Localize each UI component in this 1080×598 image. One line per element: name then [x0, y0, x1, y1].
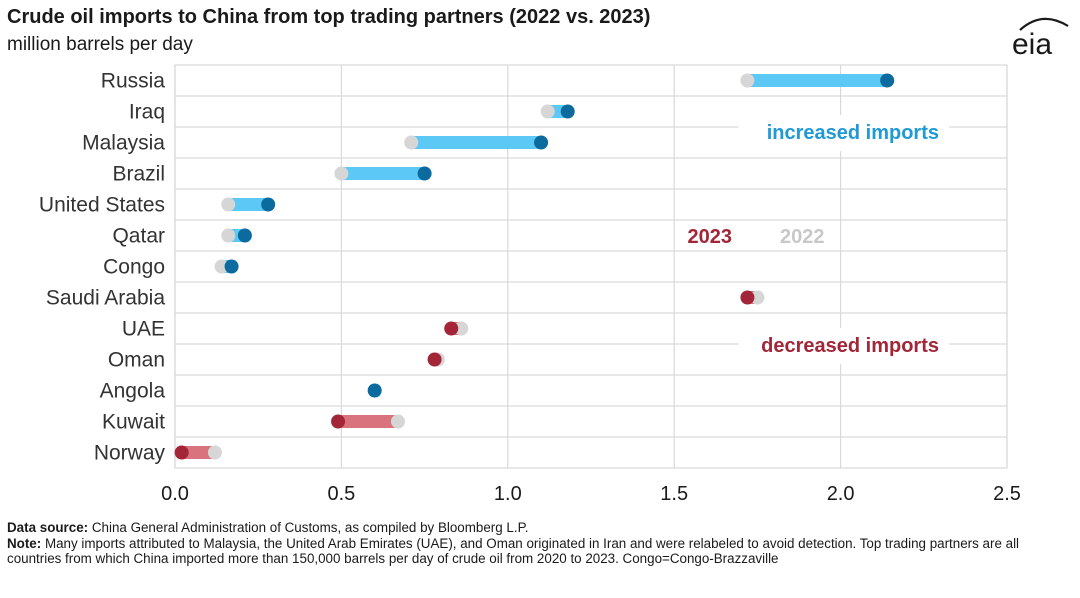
- dot-2023: [331, 414, 346, 429]
- dot-2022: [390, 414, 405, 429]
- dot-2023: [224, 259, 239, 274]
- y-category-label: Russia: [101, 70, 166, 93]
- eia-logo-text: eia: [1012, 28, 1052, 58]
- y-category-label: Kuwait: [102, 411, 165, 434]
- dot-2022: [404, 135, 419, 150]
- chart-title: Crude oil imports to China from top trad…: [7, 6, 651, 28]
- note-line: Note: Many imports attributed to Malaysi…: [7, 536, 1075, 567]
- y-category-label: United States: [39, 194, 165, 217]
- dot-2023: [560, 104, 575, 119]
- data-source-label: Data source:: [7, 520, 89, 535]
- x-tick-label: 0.5: [327, 483, 355, 505]
- note-label: Note:: [7, 535, 42, 551]
- dot-2022: [740, 73, 755, 88]
- y-category-label: Iraq: [129, 101, 165, 124]
- decreased-imports-label: decreased imports: [761, 335, 939, 357]
- dot-2023: [367, 383, 382, 398]
- dot-2022: [207, 445, 222, 460]
- dot-2022: [334, 166, 349, 181]
- dot-2023: [237, 228, 252, 243]
- increased-imports-label-backing: [738, 115, 949, 151]
- eia-logo: eia: [1012, 17, 1069, 58]
- dot-2022: [454, 321, 469, 336]
- dot-2023: [427, 352, 442, 367]
- decreased-imports-label-backing: [738, 328, 949, 364]
- y-category-label: Malaysia: [82, 132, 165, 155]
- legend-2023-label: 2023: [688, 226, 733, 248]
- y-category-label: UAE: [122, 318, 165, 341]
- x-tick-label: 1.5: [660, 483, 688, 505]
- x-tick-label: 2.0: [827, 483, 855, 505]
- dot-2023: [740, 290, 755, 305]
- dot-2022: [221, 197, 236, 212]
- y-category-label: Qatar: [112, 225, 165, 248]
- dot-2023: [417, 166, 432, 181]
- data-source-line: Data source: China General Administratio…: [7, 520, 1075, 536]
- legend-2022-label: 2022: [780, 226, 825, 248]
- dot-2023: [444, 321, 459, 336]
- y-category-label: Oman: [108, 349, 165, 372]
- y-category-label: Saudi Arabia: [46, 287, 165, 310]
- eia-logo-arc-icon: [1019, 17, 1069, 31]
- dot-2022: [214, 259, 229, 274]
- y-category-label: Norway: [94, 442, 166, 465]
- note-text: Many imports attributed to Malaysia, the…: [7, 535, 1020, 567]
- x-tick-label: 2.5: [993, 483, 1021, 505]
- dot-2023: [880, 73, 895, 88]
- y-category-label: Brazil: [112, 163, 165, 186]
- dumbbell-chart: 0.0 0.5 1.0 1.5 2.0 2.5 increased imports decre…: [39, 64, 1021, 505]
- data-source-text: China General Administration of Customs,…: [91, 520, 529, 535]
- dot-2023: [174, 445, 189, 460]
- y-category-label: Congo: [103, 256, 165, 279]
- dot-2022: [540, 104, 555, 119]
- chart-subtitle: million barrels per day: [7, 34, 193, 55]
- chart-footer: Data source: China General Administratio…: [7, 520, 1075, 567]
- increased-imports-label: increased imports: [767, 122, 939, 144]
- y-category-label: Angola: [100, 380, 166, 403]
- dot-2022: [221, 228, 236, 243]
- dot-2023: [534, 135, 549, 150]
- dot-2023: [261, 197, 276, 212]
- x-tick-label: 0.0: [161, 483, 189, 505]
- x-tick-label: 1.0: [494, 483, 522, 505]
- dot-2022: [750, 290, 765, 305]
